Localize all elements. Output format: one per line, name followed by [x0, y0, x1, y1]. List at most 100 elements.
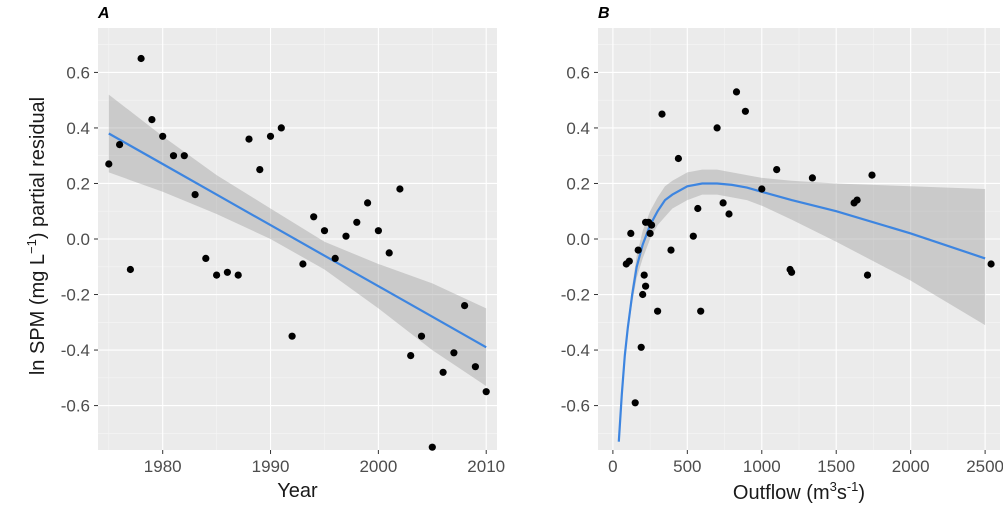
- data-point: [320, 227, 329, 235]
- data-point: [732, 88, 741, 96]
- data-point: [169, 152, 178, 160]
- panel-b-fit-line: [617, 182, 986, 442]
- x-tick-label: 2000: [359, 457, 397, 476]
- data-point: [627, 229, 635, 237]
- data-point: [137, 54, 145, 63]
- panel-a-points: [105, 54, 490, 451]
- data-point: [646, 229, 654, 237]
- data-point: [407, 352, 415, 360]
- data-point: [741, 107, 750, 115]
- panel-b-y-axis: -0.6 -0.4 -0.2 0.0 0.2 0.4 0.6: [561, 63, 598, 416]
- y-tick-label: 0.2: [566, 174, 590, 193]
- data-point: [342, 232, 350, 240]
- data-point: [266, 132, 275, 140]
- panel-a-fit-line: [108, 132, 487, 349]
- data-point: [256, 166, 264, 174]
- data-point: [471, 363, 479, 371]
- y-tick-label: -0.6: [61, 397, 90, 416]
- panel-b-confidence-band: [618, 169, 986, 442]
- panel-a-x-axis-title: Year: [277, 480, 318, 502]
- data-point: [385, 249, 393, 257]
- fit-line: [617, 182, 986, 442]
- panel-b-x-axis: 0 500 1000 1500 2000 2500: [608, 450, 1003, 476]
- panel-a-grid: [98, 28, 497, 450]
- data-point: [654, 307, 662, 315]
- x-tick-label: 500: [673, 457, 701, 476]
- data-point: [713, 124, 721, 132]
- data-point: [223, 268, 231, 276]
- y-axis-title: ln SPM (mg L−1) partial residual: [24, 97, 49, 375]
- data-point: [450, 349, 458, 357]
- data-point: [202, 254, 210, 262]
- data-point: [853, 196, 861, 204]
- data-point: [868, 171, 876, 179]
- panel-b-points: [622, 88, 995, 407]
- confidence-band: [618, 169, 986, 442]
- data-point: [116, 141, 124, 149]
- data-point: [674, 154, 683, 163]
- data-point: [299, 260, 307, 268]
- data-point: [396, 185, 404, 193]
- data-point: [417, 332, 426, 340]
- data-point: [482, 388, 490, 396]
- data-point: [658, 110, 666, 118]
- y-tick-label: 0.6: [566, 63, 590, 82]
- data-point: [331, 254, 339, 262]
- data-point: [689, 232, 697, 240]
- panel-b: B -0.6 -0.4 -0.2 0.0 0.2 0.4 0.6 0 500 1000 1500 2…: [561, 5, 1003, 504]
- data-point: [719, 199, 727, 207]
- x-tick-label: 0: [608, 457, 617, 476]
- data-point: [148, 116, 156, 124]
- data-point: [725, 210, 733, 218]
- data-point: [788, 268, 796, 276]
- x-tick-label: 1000: [743, 457, 781, 476]
- data-point: [697, 307, 705, 315]
- data-point: [640, 271, 648, 279]
- data-point: [758, 185, 766, 193]
- data-point: [667, 246, 675, 254]
- panel-a-y-axis: -0.6 -0.4 -0.2 0.0 0.2 0.4 0.6: [61, 63, 98, 416]
- data-point: [648, 221, 656, 229]
- panel-b-label: B: [598, 5, 610, 22]
- data-point: [987, 260, 995, 268]
- data-point: [310, 213, 318, 221]
- y-tick-label: 0.2: [66, 174, 90, 193]
- data-point: [159, 132, 167, 140]
- data-point: [637, 343, 645, 351]
- data-point: [277, 124, 285, 132]
- data-point: [639, 290, 647, 299]
- x-tick-label: 1990: [252, 457, 290, 476]
- data-point: [213, 271, 221, 279]
- data-point: [773, 166, 781, 174]
- y-tick-label: 0.4: [66, 119, 90, 138]
- data-point: [353, 218, 361, 226]
- panel-a: A -0.6 -0.4 -0.2 0.0 0.2 0.4 0.6 1980 1990 2000 2…: [61, 5, 505, 502]
- data-point: [245, 135, 253, 143]
- data-point: [631, 399, 639, 407]
- y-tick-label: 0.6: [66, 63, 90, 82]
- data-point: [461, 302, 469, 310]
- data-point: [439, 368, 447, 376]
- x-tick-label: 2500: [966, 457, 1003, 476]
- data-point: [364, 199, 372, 207]
- data-point: [634, 246, 642, 254]
- x-tick-label: 1500: [817, 457, 855, 476]
- x-tick-label: 1980: [144, 457, 182, 476]
- y-tick-label: 0.0: [566, 230, 590, 249]
- data-point: [428, 443, 436, 451]
- data-point: [288, 332, 296, 340]
- y-tick-label: -0.4: [61, 341, 90, 360]
- data-point: [642, 282, 650, 290]
- x-tick-label: 2000: [892, 457, 930, 476]
- data-point: [234, 271, 242, 279]
- panel-b-grid: [598, 28, 1000, 450]
- data-point: [126, 265, 134, 274]
- data-point: [191, 191, 199, 199]
- y-tick-label: -0.4: [561, 341, 590, 360]
- data-point: [863, 271, 872, 279]
- panel-a-x-axis: 1980 1990 2000 2010: [144, 450, 505, 476]
- fit-line: [108, 132, 487, 349]
- data-point: [808, 174, 817, 182]
- panel-a-label: A: [97, 5, 110, 22]
